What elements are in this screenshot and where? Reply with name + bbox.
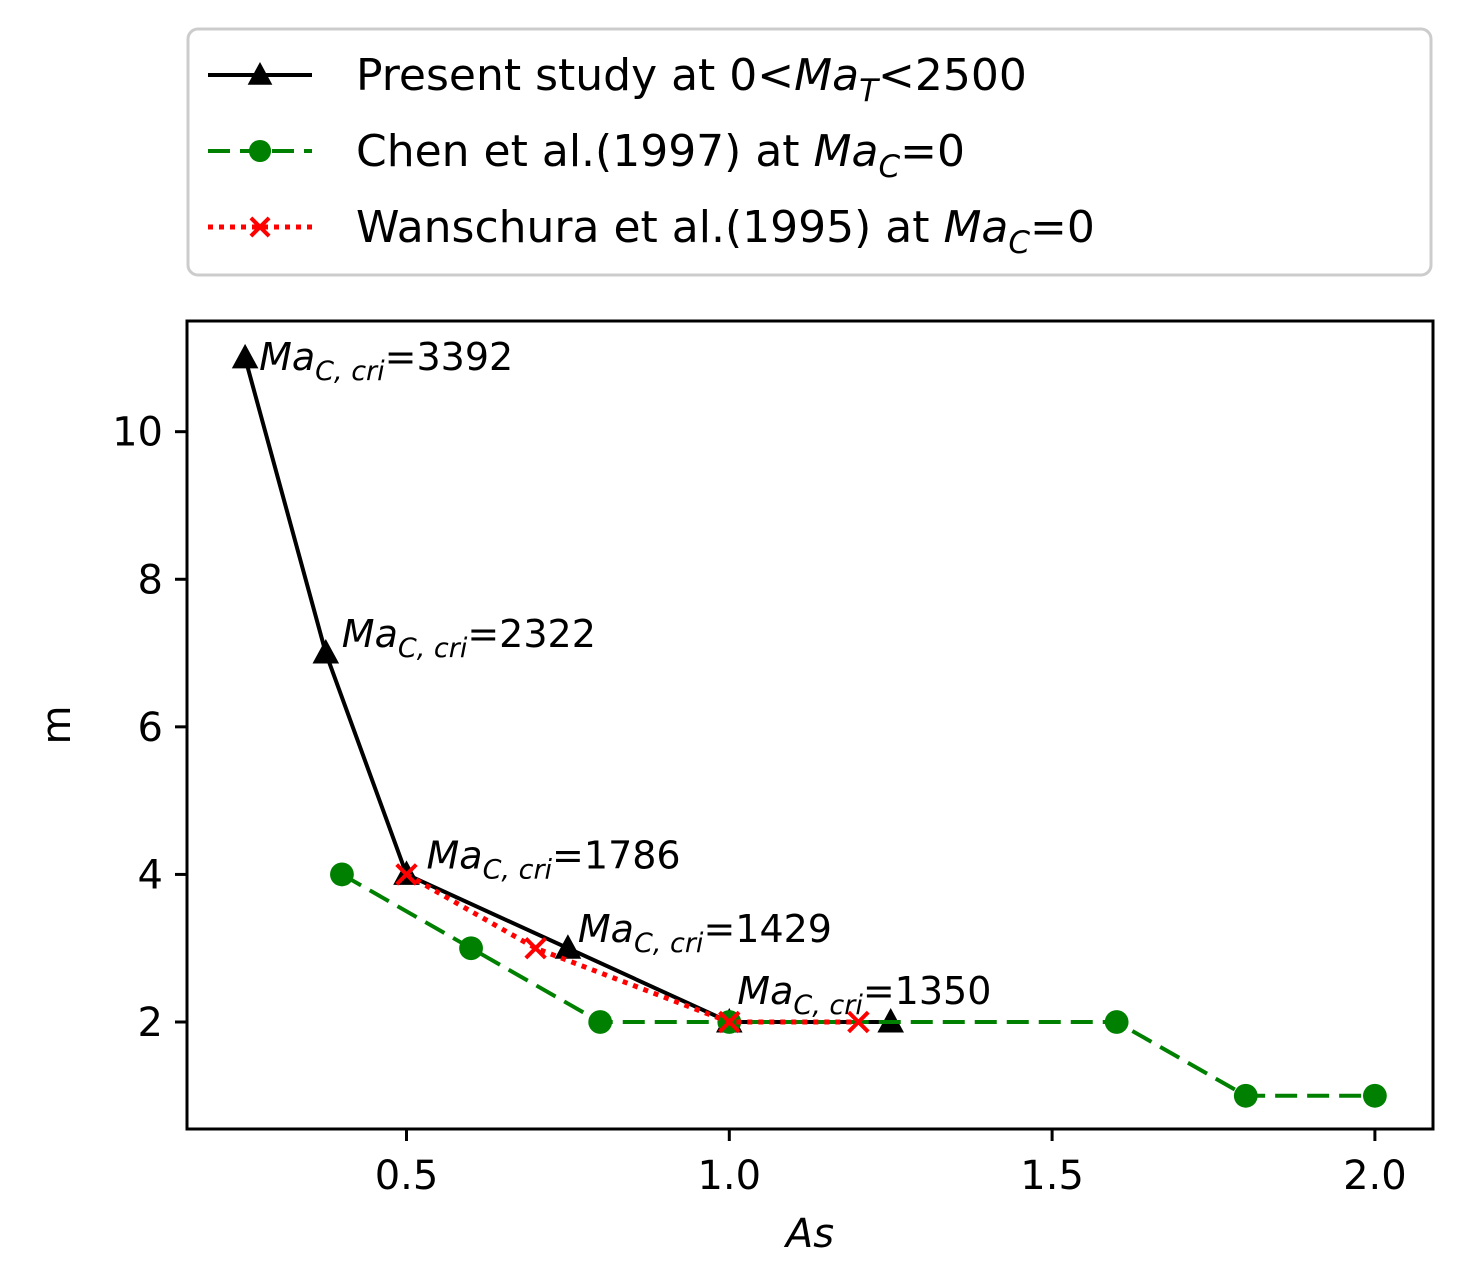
plot-area: [231, 343, 1387, 1108]
x-axis-label: As: [783, 1211, 834, 1257]
x-tick-label-1: 1.0: [697, 1153, 761, 1199]
y-axis-label: m: [34, 706, 80, 745]
legend-entry-0: Present study at 0<MaT<2500: [208, 50, 1027, 109]
legend-label-2: Wanschura et al.(1995) at MaC=0: [356, 202, 1095, 261]
legend-entry-2: Wanschura et al.(1995) at MaC=0: [208, 202, 1095, 261]
annotations: MaC, cri=3392 MaC, cri=2322 MaC, cri=1786 M…: [259, 335, 991, 1021]
x-tick-label-3: 2.0: [1343, 1153, 1407, 1199]
annotation-1: MaC, cri=2322: [342, 612, 596, 664]
legend-box: [186, 27, 1433, 277]
y-tick-label-2: 6: [138, 705, 163, 751]
series-0-point-0: [231, 343, 259, 369]
series-0-point-3: [554, 934, 582, 959]
series-1: [330, 862, 1387, 1108]
series-2-point-3-stroke-b: [847, 1010, 870, 1034]
series-2-point-2-stroke-b: [718, 1010, 741, 1034]
series-1-point-2: [588, 1010, 613, 1034]
y-tick-label-4: 10: [112, 410, 163, 456]
legend-label-0: Present study at 0<MaT<2500: [356, 50, 1027, 109]
legend: Present study at 0<MaT<2500 Chen et al.(1…: [186, 27, 1433, 277]
series-1-point-6: [1362, 1083, 1387, 1108]
annotation-4: MaC, cri=1350: [737, 969, 991, 1021]
legend-marker-0: [247, 62, 273, 85]
series-2-line: [405, 872, 859, 1025]
y-tick-label-0: 2: [138, 1000, 163, 1046]
x-tick-label-0: 0.5: [375, 1153, 439, 1199]
series-2-point-2: [718, 1010, 741, 1034]
legend-marker-2: [249, 216, 271, 238]
series-2-point-0-stroke-b: [395, 863, 418, 886]
series-2-point-0: [395, 863, 418, 886]
axes: 0.5 1.0 1.5 2.0 2 4 6 8 10 As m: [34, 319, 1435, 1257]
series-2-point-1-stroke-b: [524, 937, 547, 960]
legend-entry-1: Chen et al.(1997) at MaC=0: [208, 126, 965, 185]
series-0-point-1: [312, 639, 340, 664]
plot-frame: [185, 319, 1435, 1131]
series-1-point-5: [1233, 1083, 1258, 1108]
series-1-line: [340, 872, 1375, 1098]
legend-label-1: Chen et al.(1997) at MaC=0: [356, 126, 965, 185]
series-2-point-3: [847, 1010, 870, 1034]
annotation-3: MaC, cri=1429: [578, 907, 832, 959]
legend-marker-1: [248, 139, 272, 163]
series-1-point-1: [459, 936, 483, 961]
series-1-point-0: [330, 862, 354, 887]
series-1-point-4: [1104, 1010, 1129, 1034]
annotation-2: MaC, cri=1786: [427, 833, 681, 885]
x-tick-label-2: 1.5: [1020, 1153, 1084, 1199]
y-tick-label-1: 4: [138, 852, 163, 898]
y-tick-label-3: 8: [138, 557, 163, 603]
series-2: [395, 863, 870, 1034]
annotation-0: MaC, cri=3392: [259, 335, 513, 387]
series-2-point-1: [524, 937, 547, 960]
legend-marker-2-stroke-b: [249, 216, 271, 238]
